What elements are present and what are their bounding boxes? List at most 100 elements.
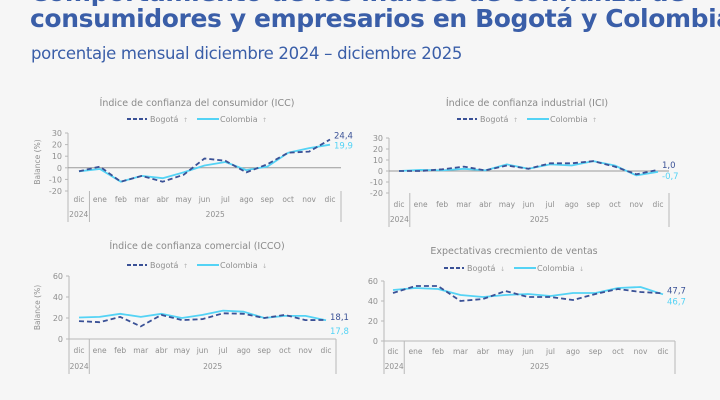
- x-tick-label: feb: [432, 347, 444, 356]
- x-tick-label: ene: [414, 200, 428, 209]
- end-label-colombia: 17,8: [330, 327, 349, 337]
- x-tick-label: dic: [321, 346, 332, 355]
- year-label: 2024: [69, 210, 88, 219]
- end-label-bogota: 1,0: [662, 161, 676, 171]
- y-tick-label: 0: [58, 335, 63, 344]
- x-tick-label: ene: [409, 347, 423, 356]
- y-tick-label: 0: [373, 337, 378, 346]
- y-tick-label: 60: [53, 272, 63, 281]
- x-tick-label: may: [175, 195, 192, 204]
- x-tick-label: sep: [258, 346, 272, 355]
- year-label: 2025: [530, 362, 549, 371]
- x-tick-label: ago: [566, 347, 580, 356]
- x-tick-label: oct: [612, 347, 624, 356]
- legend-label-colombia: Colombia: [537, 264, 575, 273]
- y-axis-label: Balance (%): [33, 285, 42, 330]
- end-label-colombia: -0,7: [662, 172, 679, 182]
- series-line-bogota: [78, 138, 331, 183]
- legend-label-bogota: Bogotá: [467, 264, 495, 273]
- series-line-colombia: [78, 143, 331, 183]
- y-tick-label: 20: [373, 145, 383, 154]
- year-label: 2025: [530, 215, 549, 224]
- x-tick-label: mar: [453, 347, 469, 356]
- legend-arrow-bogota: ↑: [183, 117, 188, 124]
- x-tick-label: may: [174, 346, 191, 355]
- x-tick-label: nov: [630, 200, 644, 209]
- x-tick-label: feb: [436, 200, 448, 209]
- y-tick-label: 20: [52, 141, 62, 150]
- x-tick-label: jun: [198, 195, 211, 204]
- x-tick-label: may: [497, 347, 514, 356]
- year-label: 2024: [385, 362, 404, 371]
- x-tick-label: oct: [279, 346, 291, 355]
- legend: Bogotá ↓ Colombia ↓: [444, 264, 584, 273]
- x-tick-label: jul: [545, 200, 555, 209]
- end-label-colombia: 46,7: [667, 297, 686, 307]
- x-tick-label: abr: [477, 347, 490, 356]
- year-label: 2024: [390, 215, 409, 224]
- chart-panel-3: Índice de confianza comercial (ICCO) Bogo…: [33, 240, 349, 374]
- end-label-bogota: 24,4: [334, 132, 353, 142]
- x-tick-label: mar: [133, 346, 149, 355]
- x-tick-label: ago: [565, 200, 579, 209]
- y-tick-label: 10: [52, 152, 62, 161]
- x-tick-label: ene: [93, 195, 107, 204]
- x-tick-label: oct: [609, 200, 621, 209]
- legend: Bogotá ↑ Colombia ↑: [127, 115, 267, 124]
- series-line-bogota: [78, 312, 327, 328]
- x-tick-label: jul: [220, 195, 230, 204]
- legend-arrow-colombia: ↓: [579, 266, 584, 273]
- x-tick-label: mar: [456, 200, 472, 209]
- x-tick-label: jul: [545, 347, 555, 356]
- x-tick-label: sep: [589, 347, 603, 356]
- legend-label-bogota: Bogotá: [150, 115, 178, 124]
- legend-arrow-bogota: ↑: [183, 263, 188, 270]
- x-tick-label: oct: [282, 195, 294, 204]
- x-tick-label: feb: [115, 195, 127, 204]
- legend-label-colombia: Colombia: [220, 115, 258, 124]
- x-tick-label: jun: [196, 346, 209, 355]
- legend-label-bogota: Bogotá: [150, 261, 178, 270]
- end-label-bogota: 47,7: [667, 286, 686, 296]
- legend-arrow-colombia: ↑: [592, 117, 597, 124]
- page-subtitle: porcentaje mensual diciembre 2024 – dici…: [31, 44, 463, 63]
- x-tick-label: dic: [74, 346, 85, 355]
- legend-label-colombia: Colombia: [550, 115, 588, 124]
- legend-arrow-bogota: ↑: [513, 117, 518, 124]
- x-tick-label: abr: [479, 200, 492, 209]
- chart-panel-2: Índice de confianza industrial (ICI) Bogo…: [370, 97, 679, 227]
- x-tick-label: nov: [299, 346, 313, 355]
- x-tick-label: jun: [521, 347, 534, 356]
- x-tick-label: may: [499, 200, 516, 209]
- x-tick-label: mar: [134, 195, 150, 204]
- x-tick-label: ene: [93, 346, 107, 355]
- year-label: 2025: [206, 210, 225, 219]
- page-title-line1: Comportamiento de los índices de confian…: [30, 0, 685, 7]
- x-tick-label: feb: [114, 346, 126, 355]
- series-line-colombia: [78, 309, 327, 322]
- y-axis-label: Balance (%): [33, 139, 42, 184]
- y-tick-label: 0: [57, 164, 62, 173]
- y-tick-label: -10: [49, 175, 62, 184]
- x-tick-label: ago: [237, 346, 251, 355]
- y-tick-label: 10: [373, 156, 383, 165]
- chart-panel-1: Índice de confianza del consumidor (ICC)…: [33, 97, 353, 222]
- page-title: consumidores y empresarios en Bogotá y C…: [30, 4, 720, 33]
- legend-arrow-colombia: ↓: [262, 263, 267, 270]
- y-tick-label: -10: [370, 178, 383, 187]
- y-tick-label: 20: [53, 314, 63, 323]
- x-tick-label: sep: [587, 200, 601, 209]
- x-tick-label: dic: [388, 347, 399, 356]
- x-tick-label: abr: [155, 346, 168, 355]
- y-tick-label: -20: [49, 187, 62, 196]
- chart-title: Índice de confianza comercial (ICCO): [109, 240, 284, 252]
- year-label: 2024: [70, 362, 89, 371]
- legend-arrow-bogota: ↓: [500, 266, 505, 273]
- y-tick-label: 60: [368, 277, 378, 286]
- legend-label-colombia: Colombia: [220, 261, 258, 270]
- x-tick-label: dic: [658, 347, 669, 356]
- x-tick-label: dic: [653, 200, 664, 209]
- y-tick-label: 20: [368, 317, 378, 326]
- end-label-bogota: 18,1: [330, 313, 349, 323]
